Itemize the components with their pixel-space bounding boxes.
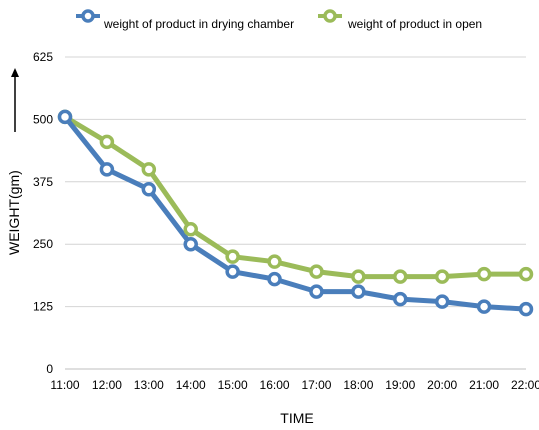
series-0-point [99,162,115,177]
series-0-point [393,291,408,307]
x-tick-label: 18:00 [343,378,373,392]
series-0-point [141,182,157,197]
series-0-point [225,264,240,279]
x-tick-label: 20:00 [427,378,457,392]
legend: weight of product in drying chamber weigh… [76,9,482,31]
series-0-point [309,284,324,299]
series-1-point [351,269,366,284]
series-0-point [57,109,73,125]
series-0-point [476,299,492,314]
series-layer [57,109,534,317]
series-line-1 [62,114,529,280]
y-axis-arrow [11,68,19,132]
legend-label: weight of product in drying chamber [103,17,294,31]
series-1-point [141,162,157,177]
x-tick-label: 13:00 [134,378,164,392]
x-tick-label: 17:00 [301,378,331,392]
series-0-point [434,294,450,309]
x-tick-label: 15:00 [218,378,248,392]
y-tick-label: 625 [33,50,53,64]
series-0-point [183,236,198,252]
x-tick-labels: 11:00 12:00 13:00 14:00 15:00 16:00 17:00 18:00… [50,378,539,392]
y-tick-label: 250 [33,237,53,251]
series-1-point [267,254,282,269]
x-tick-label: 16:00 [260,378,290,392]
legend-swatch-marker [323,9,337,23]
x-axis-title: TIME [280,410,313,426]
x-tick-label: 12:00 [92,378,122,392]
y-tick-labels: 0 125 250 375 500 625 [33,50,53,376]
series-1-point [518,266,534,282]
gridlines [65,56,526,370]
series-0-point [351,284,366,299]
y-tick-label: 500 [33,112,53,126]
x-tick-label: 21:00 [469,378,499,392]
series-0-point [267,271,282,287]
series-1-point [309,264,324,279]
series-1-point [476,266,492,282]
x-tick-label: 22:00 [511,378,539,392]
series-1-point [434,269,450,284]
y-tick-label: 375 [33,175,53,189]
y-axis-title: WEIGHT(gm) [6,170,22,255]
series-1-point [99,134,115,150]
y-tick-label: 0 [46,362,53,376]
x-tick-label: 14:00 [176,378,206,392]
x-tick-label: 19:00 [385,378,415,392]
x-tick-label: 11:00 [50,378,79,392]
y-tick-label: 125 [33,300,53,314]
series-0-point [518,301,534,317]
series-1-point [225,249,240,264]
legend-swatch-marker [81,9,95,23]
series-1-point [183,221,198,237]
series-line-0 [62,114,529,312]
legend-label: weight of product in open [347,17,482,31]
series-1-point [393,269,408,284]
